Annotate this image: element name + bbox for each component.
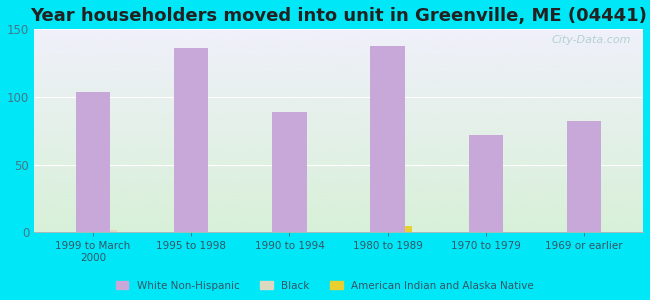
Bar [76, 92, 111, 232]
Bar [469, 135, 503, 232]
Bar [272, 112, 307, 232]
Title: Year householders moved into unit in Greenville, ME (04441): Year householders moved into unit in Gre… [30, 7, 647, 25]
Bar [174, 48, 209, 232]
Bar [405, 226, 411, 232]
Text: City-Data.com: City-Data.com [551, 35, 631, 45]
Bar [370, 46, 405, 232]
Bar [111, 230, 117, 232]
Bar [567, 122, 601, 232]
Legend: White Non-Hispanic, Black, American Indian and Alaska Native: White Non-Hispanic, Black, American Indi… [112, 277, 538, 295]
